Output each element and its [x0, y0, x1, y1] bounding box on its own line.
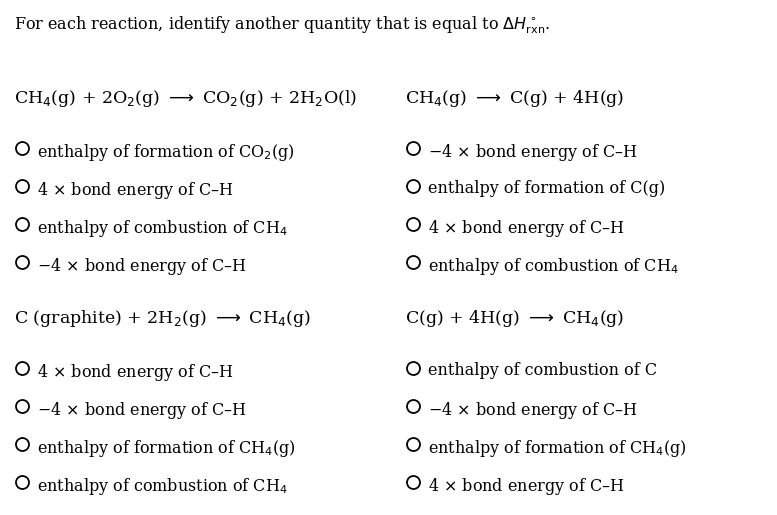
- Text: −4 $\times$ bond energy of C–H: −4 $\times$ bond energy of C–H: [37, 400, 247, 421]
- Text: CH$_4$(g) + 2O$_2$(g) $\longrightarrow$ CO$_2$(g) + 2H$_2$O(l): CH$_4$(g) + 2O$_2$(g) $\longrightarrow$ …: [14, 88, 357, 109]
- Text: enthalpy of formation of CH$_4$(g): enthalpy of formation of CH$_4$(g): [37, 438, 296, 459]
- Text: enthalpy of combustion of C: enthalpy of combustion of C: [428, 362, 657, 379]
- Text: enthalpy of formation of CH$_4$(g): enthalpy of formation of CH$_4$(g): [428, 438, 687, 459]
- Text: −4 $\times$ bond energy of C–H: −4 $\times$ bond energy of C–H: [428, 400, 638, 421]
- Text: enthalpy of formation of CO$_2$(g): enthalpy of formation of CO$_2$(g): [37, 142, 295, 163]
- Text: enthalpy of formation of C(g): enthalpy of formation of C(g): [428, 180, 665, 197]
- Text: CH$_4$(g) $\longrightarrow$ C(g) + 4H(g): CH$_4$(g) $\longrightarrow$ C(g) + 4H(g): [405, 88, 625, 109]
- Text: −4 $\times$ bond energy of C–H: −4 $\times$ bond energy of C–H: [428, 142, 638, 163]
- Text: C (graphite) + 2H$_2$(g) $\longrightarrow$ CH$_4$(g): C (graphite) + 2H$_2$(g) $\longrightarro…: [14, 308, 311, 329]
- Text: For each reaction, identify another quantity that is equal to $\Delta H^\circ_{\: For each reaction, identify another quan…: [14, 14, 550, 36]
- Text: enthalpy of combustion of CH$_4$: enthalpy of combustion of CH$_4$: [37, 476, 287, 497]
- Text: enthalpy of combustion of CH$_4$: enthalpy of combustion of CH$_4$: [37, 218, 287, 239]
- Text: −4 $\times$ bond energy of C–H: −4 $\times$ bond energy of C–H: [37, 256, 247, 277]
- Text: C(g) + 4H(g) $\longrightarrow$ CH$_4$(g): C(g) + 4H(g) $\longrightarrow$ CH$_4$(g): [405, 308, 625, 329]
- Text: 4 $\times$ bond energy of C–H: 4 $\times$ bond energy of C–H: [37, 362, 234, 383]
- Text: 4 $\times$ bond energy of C–H: 4 $\times$ bond energy of C–H: [37, 180, 234, 201]
- Text: 4 $\times$ bond energy of C–H: 4 $\times$ bond energy of C–H: [428, 218, 625, 239]
- Text: 4 $\times$ bond energy of C–H: 4 $\times$ bond energy of C–H: [428, 476, 625, 497]
- Text: enthalpy of combustion of CH$_4$: enthalpy of combustion of CH$_4$: [428, 256, 679, 277]
